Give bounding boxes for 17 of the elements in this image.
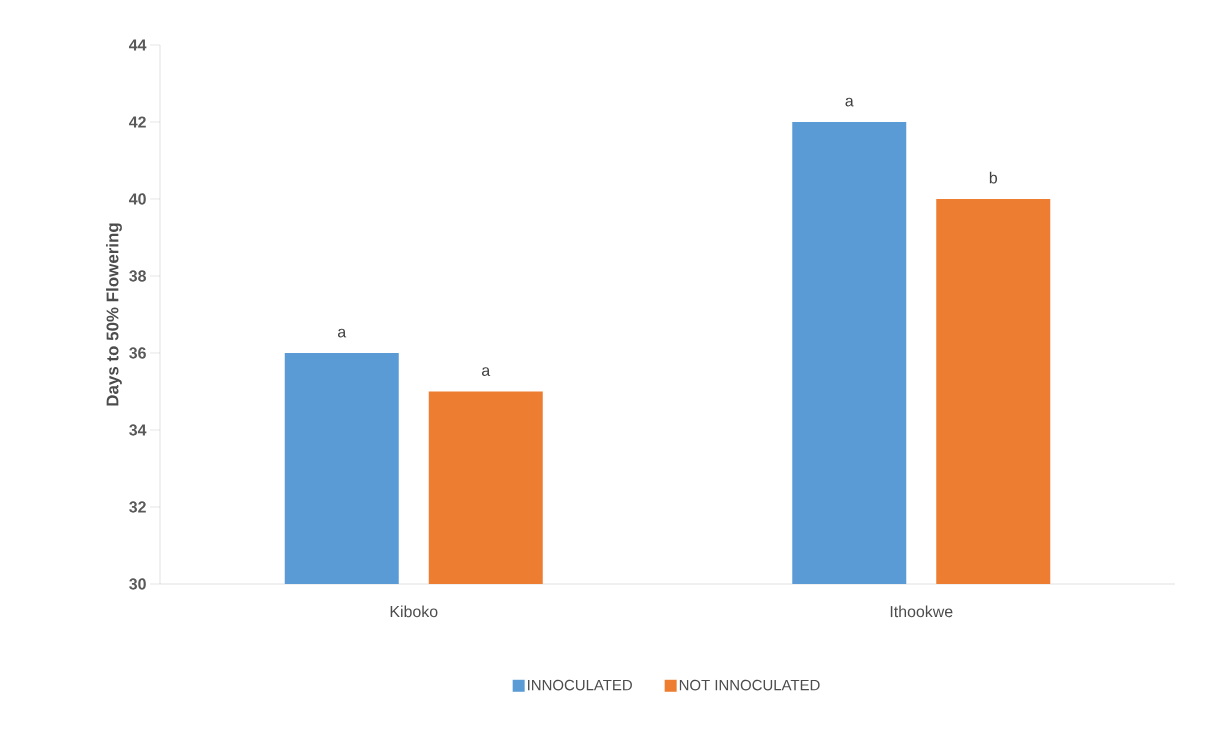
data-label: a — [481, 367, 491, 376]
data-label: a — [337, 328, 347, 338]
y-axis-title: Days to 50% Flowering — [106, 223, 122, 406]
y-tick-label: 36 — [129, 347, 146, 359]
y-tick-label: 34 — [129, 424, 147, 436]
y-tick-label: 40 — [128, 193, 146, 205]
y-tick-label: 30 — [129, 578, 146, 590]
legend-label: INNOCULATED — [528, 679, 632, 691]
y-tick-label: 32 — [129, 501, 146, 513]
y-tick-label: 44 — [128, 39, 147, 51]
x-tick-label: Kiboko — [390, 605, 438, 618]
data-label: b — [989, 171, 998, 184]
y-tick-label: 42 — [128, 116, 146, 128]
y-tick-label: 38 — [129, 270, 146, 282]
x-tick-label: Ithookwe — [890, 605, 953, 618]
data-label: a — [845, 97, 854, 107]
legend-label: NOT INNOCULATED — [679, 679, 820, 691]
